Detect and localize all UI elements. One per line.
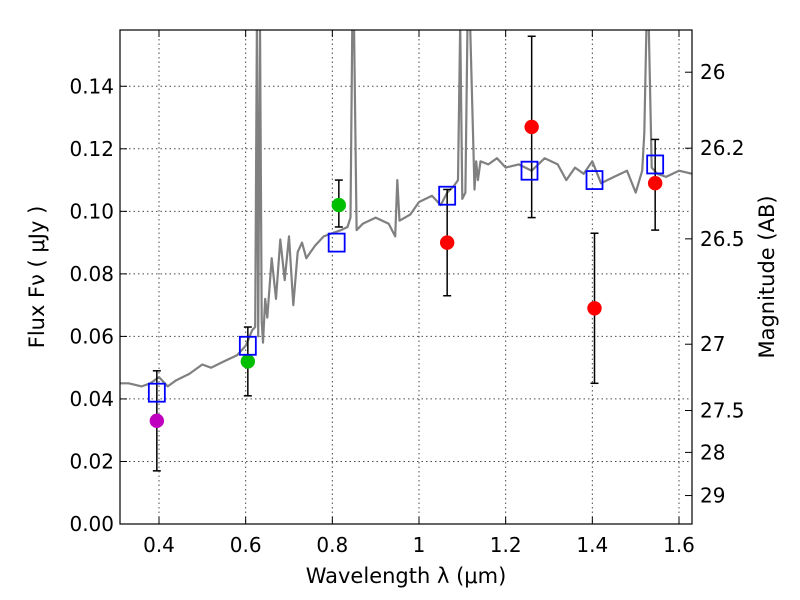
y-tick-label: 0.10 bbox=[69, 199, 114, 223]
plot-frame bbox=[119, 29, 693, 525]
y-tick-label: 0.12 bbox=[69, 137, 114, 161]
mag-tick-label: 26.5 bbox=[700, 227, 745, 251]
x-axis-label: Wavelength λ (μm) bbox=[306, 564, 507, 588]
x-tick-label: 1.4 bbox=[576, 533, 608, 557]
y2-axis-label: Magnitude (AB) bbox=[755, 195, 779, 358]
mag-tick-label: 27 bbox=[700, 332, 725, 356]
y-tick-label: 0.00 bbox=[69, 512, 114, 536]
x-tick-label: 1.2 bbox=[490, 533, 522, 557]
x-tick-label: 1 bbox=[413, 533, 426, 557]
mag-tick-label: 26 bbox=[700, 60, 725, 84]
model-photometry-marker bbox=[438, 185, 457, 206]
model-photometry-marker bbox=[147, 382, 166, 403]
model-photometry-marker bbox=[238, 335, 257, 356]
x-tick-label: 0.8 bbox=[316, 533, 348, 557]
y-tick-label: 0.06 bbox=[69, 324, 114, 348]
x-tick-label: 0.6 bbox=[230, 533, 262, 557]
mag-tick-label: 27.5 bbox=[700, 399, 745, 423]
mag-tick-label: 29 bbox=[700, 484, 725, 508]
y-tick-label: 0.02 bbox=[69, 449, 114, 473]
data-markers bbox=[147, 119, 665, 429]
model-photometry-marker bbox=[520, 160, 539, 181]
photometry-green-point bbox=[331, 197, 347, 213]
y-axis-label: Flux Fν ( μJy ) bbox=[25, 206, 49, 349]
model-photometry-marker bbox=[585, 170, 604, 190]
photometry-violet-point bbox=[149, 413, 165, 429]
photometry-red-point bbox=[524, 119, 539, 135]
model-spectrum-line bbox=[120, 30, 692, 388]
x-tick-label: 1.6 bbox=[663, 533, 695, 557]
model-photometry-marker bbox=[327, 232, 346, 253]
model-spectrum-layer bbox=[120, 30, 692, 388]
photometry-red-point bbox=[587, 301, 602, 316]
y-tick-label: 0.08 bbox=[69, 262, 114, 286]
x-tick-label: 0.4 bbox=[143, 533, 175, 557]
photometry-red-point bbox=[647, 176, 663, 191]
y-tick-label: 0.14 bbox=[69, 74, 114, 98]
mag-tick-label: 28 bbox=[700, 440, 725, 464]
photometry-red-point bbox=[439, 235, 455, 250]
photometry-green-point bbox=[240, 354, 256, 369]
mag-tick-label: 26.2 bbox=[700, 136, 745, 160]
grid bbox=[120, 30, 692, 524]
y-tick-label: 0.04 bbox=[69, 387, 114, 411]
model-photometry-marker bbox=[646, 154, 665, 175]
ticks: 0.4 0.6 0.8 1 1.2 1.4 1.6 0.00 0.02 0.04 0.06 0.08 0… bbox=[69, 30, 745, 557]
